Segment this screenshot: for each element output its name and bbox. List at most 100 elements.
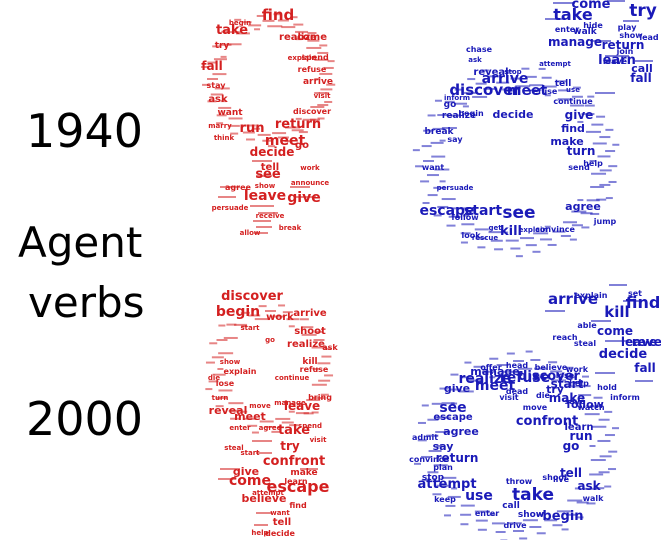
tiny-word-mark bbox=[481, 69, 489, 72]
word-agree: agree bbox=[565, 200, 601, 213]
word-head: head bbox=[506, 361, 529, 370]
tiny-word-mark bbox=[256, 512, 272, 514]
tiny-word-mark bbox=[612, 427, 620, 430]
tiny-word-mark bbox=[536, 513, 543, 516]
word-meet: meet bbox=[475, 378, 516, 394]
tiny-word-mark bbox=[317, 104, 329, 107]
tiny-word-mark bbox=[462, 214, 469, 217]
tiny-word-mark bbox=[218, 106, 232, 109]
tiny-word-mark bbox=[565, 366, 574, 369]
tiny-word-mark bbox=[286, 318, 300, 321]
tiny-word-mark bbox=[423, 129, 433, 132]
tiny-word-mark bbox=[433, 186, 447, 189]
tiny-word-mark bbox=[228, 409, 241, 412]
word-discover: discover bbox=[221, 289, 283, 304]
tiny-word-mark bbox=[515, 255, 523, 258]
tiny-word-mark bbox=[520, 237, 535, 240]
tiny-word-mark bbox=[607, 0, 625, 2]
tiny-word-mark bbox=[580, 212, 593, 215]
tiny-word-mark bbox=[473, 365, 484, 368]
word-confront: confront bbox=[516, 414, 578, 429]
word-realize: realize bbox=[458, 371, 511, 387]
word-try: try bbox=[280, 439, 300, 453]
tiny-word-mark bbox=[278, 304, 286, 307]
word-get: get bbox=[488, 224, 502, 232]
word-go: go bbox=[563, 439, 580, 453]
tiny-word-mark bbox=[298, 131, 308, 134]
tiny-word-mark bbox=[273, 13, 282, 16]
word-realize: realize bbox=[287, 339, 325, 350]
tiny-word-mark bbox=[326, 83, 336, 86]
tiny-word-mark bbox=[211, 356, 224, 359]
word-discover: discover bbox=[293, 107, 331, 116]
tiny-word-mark bbox=[212, 45, 222, 48]
tiny-word-mark bbox=[421, 455, 432, 458]
tiny-word-mark bbox=[451, 487, 458, 490]
tiny-word-mark bbox=[530, 359, 541, 362]
tiny-word-mark bbox=[494, 248, 504, 251]
word-run: run bbox=[569, 429, 592, 443]
tiny-word-mark bbox=[454, 88, 464, 91]
tiny-word-mark bbox=[421, 404, 429, 407]
tiny-word-mark bbox=[314, 92, 330, 95]
word-lose: lose bbox=[556, 371, 575, 380]
word-attempt: attempt bbox=[417, 477, 476, 492]
tiny-word-mark bbox=[548, 361, 558, 364]
tiny-word-mark bbox=[318, 379, 331, 382]
word-announce: announce bbox=[291, 179, 330, 187]
word-enter: enter bbox=[555, 25, 579, 34]
word-help: help bbox=[251, 529, 268, 537]
tiny-word-mark bbox=[441, 126, 457, 129]
tiny-word-mark bbox=[247, 424, 258, 427]
tiny-word-mark bbox=[623, 20, 639, 22]
tiny-word-mark bbox=[324, 374, 334, 377]
tiny-word-mark bbox=[477, 528, 487, 531]
tiny-word-mark bbox=[560, 234, 571, 237]
word-find: find bbox=[626, 293, 661, 312]
tiny-word-mark bbox=[311, 411, 319, 414]
word-move: move bbox=[249, 402, 271, 410]
year-2000-label: 2000 bbox=[26, 392, 144, 446]
word-turn: turn bbox=[567, 144, 596, 158]
word-visit: visit bbox=[310, 436, 328, 444]
tiny-word-mark bbox=[557, 98, 573, 101]
tiny-word-mark bbox=[254, 127, 261, 130]
word-plan: plan bbox=[433, 463, 453, 472]
tiny-word-mark bbox=[234, 323, 248, 326]
word-live: live bbox=[553, 475, 570, 484]
word-explain: explain bbox=[224, 367, 257, 376]
tiny-word-mark bbox=[220, 100, 227, 103]
tiny-word-mark bbox=[213, 58, 227, 61]
tiny-word-mark bbox=[207, 78, 218, 80]
word-ask: ask bbox=[468, 56, 482, 64]
tiny-word-mark bbox=[295, 412, 309, 415]
tiny-word-mark bbox=[437, 114, 449, 117]
word-move: move bbox=[523, 403, 548, 412]
word-explain: explain bbox=[288, 54, 317, 62]
word-work: work bbox=[566, 365, 589, 374]
tiny-word-mark bbox=[427, 114, 436, 117]
tiny-word-mark bbox=[432, 127, 445, 130]
tiny-word-mark bbox=[445, 504, 456, 507]
tiny-word-mark bbox=[314, 78, 321, 80]
tiny-word-mark bbox=[513, 360, 524, 362]
tiny-word-mark bbox=[584, 104, 595, 107]
tiny-word-mark bbox=[598, 471, 610, 474]
tiny-word-mark bbox=[519, 537, 528, 540]
tiny-word-mark bbox=[635, 380, 653, 382]
tiny-word-mark bbox=[441, 198, 456, 201]
tiny-word-mark bbox=[584, 487, 598, 490]
tiny-word-mark bbox=[474, 228, 489, 231]
tiny-word-mark bbox=[591, 320, 611, 322]
tiny-word-mark bbox=[228, 124, 240, 127]
tiny-word-mark bbox=[533, 232, 549, 235]
tiny-word-mark bbox=[430, 141, 444, 144]
word-set: set bbox=[628, 289, 642, 298]
tiny-word-mark bbox=[458, 390, 474, 393]
word-marry: marry bbox=[208, 122, 232, 130]
tiny-word-mark bbox=[248, 24, 262, 27]
word-come: come bbox=[297, 32, 327, 43]
tiny-word-mark bbox=[586, 199, 600, 202]
tiny-word-mark bbox=[451, 207, 467, 210]
tiny-word-mark bbox=[451, 402, 458, 405]
